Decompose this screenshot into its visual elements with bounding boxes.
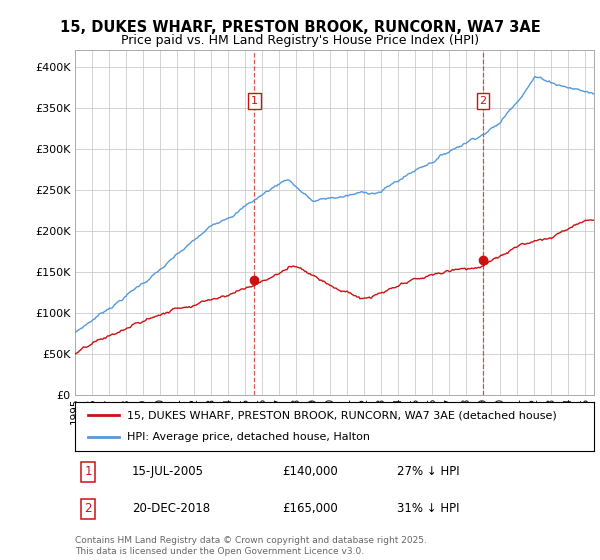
Text: £140,000: £140,000	[283, 465, 338, 478]
Text: Contains HM Land Registry data © Crown copyright and database right 2025.
This d: Contains HM Land Registry data © Crown c…	[75, 536, 427, 556]
Text: 1: 1	[84, 465, 92, 478]
Text: 1: 1	[251, 96, 258, 106]
Text: 2: 2	[84, 502, 92, 515]
Text: 27% ↓ HPI: 27% ↓ HPI	[397, 465, 460, 478]
Text: 15, DUKES WHARF, PRESTON BROOK, RUNCORN, WA7 3AE (detached house): 15, DUKES WHARF, PRESTON BROOK, RUNCORN,…	[127, 410, 557, 421]
Text: Price paid vs. HM Land Registry's House Price Index (HPI): Price paid vs. HM Land Registry's House …	[121, 34, 479, 47]
Text: HPI: Average price, detached house, Halton: HPI: Average price, detached house, Halt…	[127, 432, 370, 442]
Text: 20-DEC-2018: 20-DEC-2018	[132, 502, 210, 515]
Text: £165,000: £165,000	[283, 502, 338, 515]
Text: 15, DUKES WHARF, PRESTON BROOK, RUNCORN, WA7 3AE: 15, DUKES WHARF, PRESTON BROOK, RUNCORN,…	[59, 21, 541, 35]
Text: 2: 2	[479, 96, 487, 106]
Text: 15-JUL-2005: 15-JUL-2005	[132, 465, 204, 478]
Text: 31% ↓ HPI: 31% ↓ HPI	[397, 502, 459, 515]
